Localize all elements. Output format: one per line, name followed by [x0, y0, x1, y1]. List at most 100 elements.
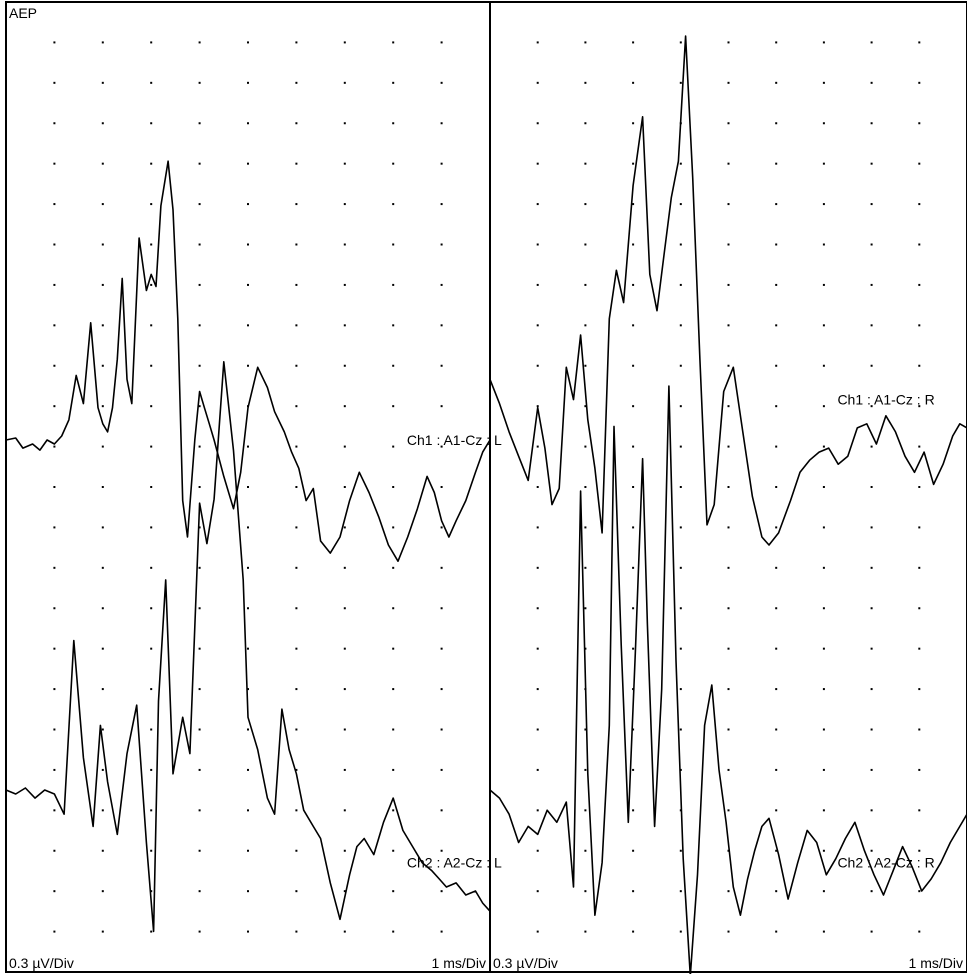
grid-dot	[53, 486, 56, 488]
grid-dot	[343, 162, 346, 165]
grid-dot	[679, 405, 682, 408]
grid-dot	[392, 405, 395, 408]
grid-dot	[822, 688, 825, 691]
grid-dot	[343, 890, 346, 893]
grid-dot	[392, 486, 395, 488]
grid-dot	[584, 607, 587, 610]
grid-dot	[775, 41, 778, 44]
grid-dot	[727, 526, 730, 529]
grid-dot	[198, 607, 201, 610]
grid-dot	[150, 768, 153, 771]
grid-dot	[775, 849, 778, 852]
grid-dot	[101, 566, 104, 569]
grid-dot	[343, 243, 346, 246]
grid-dot	[343, 445, 346, 448]
grid-dot	[870, 122, 873, 125]
grid-dot	[392, 607, 395, 610]
grid-dot	[870, 566, 873, 569]
grid-dot	[150, 849, 153, 852]
grid-dot	[632, 930, 635, 933]
grid-dot	[536, 41, 539, 44]
grid-dot	[295, 243, 298, 246]
grid-dot	[150, 930, 153, 933]
grid-dot	[679, 41, 682, 44]
grid-dot	[822, 203, 825, 206]
grid-dot	[679, 364, 682, 367]
grid-dot	[632, 364, 635, 367]
grid-dot	[392, 647, 395, 650]
grid-dot	[53, 809, 56, 812]
grid-dot	[343, 566, 346, 569]
grid-dot	[198, 526, 201, 529]
grid-dot	[775, 688, 778, 691]
grid-dot	[247, 849, 249, 852]
grid-dot	[584, 728, 587, 731]
grid-dot	[536, 243, 539, 246]
series-label-ch1-right: Ch1 : A1-Cz : R	[837, 392, 934, 408]
grid-dot	[343, 809, 346, 812]
grid-dot	[584, 566, 587, 569]
grid-dot	[632, 405, 635, 408]
grid-dot	[632, 566, 635, 569]
grid-dot	[101, 809, 104, 812]
grid-dot	[247, 890, 249, 893]
grid-dot	[775, 81, 778, 84]
grid-dot	[536, 930, 539, 933]
grid-dot	[775, 607, 778, 610]
grid-dot	[679, 607, 682, 610]
grid-dot	[101, 647, 104, 650]
grid-dot	[775, 728, 778, 731]
grid-dot	[584, 849, 587, 852]
grid-dot	[632, 81, 635, 84]
grid-dot	[440, 526, 443, 529]
grid-dot	[295, 890, 298, 893]
grid-dot	[101, 849, 104, 852]
grid-dot	[918, 890, 921, 893]
grid-dot	[775, 122, 778, 125]
grid-dot	[247, 647, 249, 650]
grid-dot	[632, 647, 635, 650]
grid-dot	[870, 809, 873, 812]
grid-dot	[101, 890, 104, 893]
grid-dot	[632, 890, 635, 893]
grid-dot	[870, 526, 873, 529]
grid-dot	[440, 849, 443, 852]
grid-dot	[870, 849, 873, 852]
grid-dot	[198, 486, 201, 488]
grid-dot	[247, 688, 249, 691]
grid-dot	[150, 203, 153, 206]
grid-dot	[679, 768, 682, 771]
grid-dot	[101, 203, 104, 206]
grid-dot	[536, 768, 539, 771]
grid-dot	[536, 203, 539, 206]
grid-dot	[295, 526, 298, 529]
grid-dot	[870, 647, 873, 650]
grid-dot	[53, 122, 56, 125]
grid-dot	[295, 486, 298, 488]
grid-dot	[247, 81, 249, 84]
grid-dot	[101, 930, 104, 933]
grid-dot	[440, 405, 443, 408]
grid-dot	[775, 526, 778, 529]
grid-dot	[247, 41, 249, 44]
grid-dot	[536, 81, 539, 84]
grid-dot	[392, 81, 395, 84]
grid-dot	[101, 324, 104, 327]
grid-dot	[918, 607, 921, 610]
grid-dot	[295, 81, 298, 84]
grid-dot	[392, 849, 395, 852]
grid-dot	[53, 566, 56, 569]
grid-dot	[918, 526, 921, 529]
grid-dot	[101, 445, 104, 448]
grid-dot	[392, 688, 395, 691]
trace-ch2-right	[489, 385, 967, 974]
y-scale-label: 0.3 µV/Div	[9, 955, 74, 971]
grid-dot	[679, 526, 682, 529]
grid-dot	[918, 849, 921, 852]
grid-dot	[536, 566, 539, 569]
grid-dot	[632, 768, 635, 771]
grid-dot	[101, 607, 104, 610]
grid-dot	[679, 566, 682, 569]
grid-dot	[150, 647, 153, 650]
